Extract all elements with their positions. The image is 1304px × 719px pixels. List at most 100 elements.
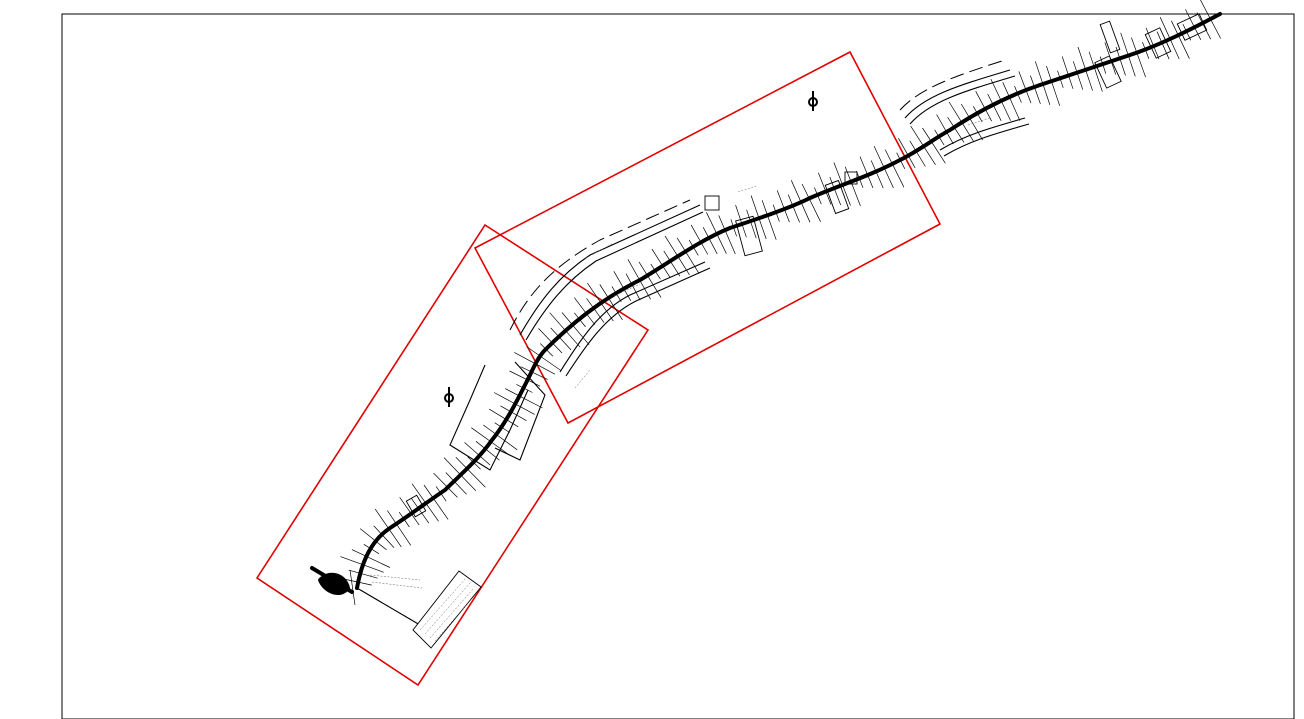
road-centerline [355, 12, 1222, 590]
station-tick [489, 408, 519, 428]
station-tick [373, 525, 395, 548]
station-tick [814, 187, 822, 205]
station-tick [1072, 61, 1084, 90]
station-tick [443, 457, 477, 492]
station-tick [776, 190, 790, 223]
station-tick [859, 156, 874, 189]
station-tick [613, 271, 632, 301]
structures [405, 13, 1208, 518]
station-tick [574, 297, 596, 325]
station-tick [909, 140, 926, 167]
dashed-edges [509, 59, 1006, 331]
station-tick [856, 170, 864, 188]
station-tick [493, 392, 535, 415]
station-tick [359, 528, 387, 551]
station-tick [690, 224, 709, 255]
station-tick [586, 298, 605, 323]
station-tick [844, 166, 861, 207]
station-tick [650, 263, 661, 280]
station-tick [423, 484, 449, 520]
station-tick [706, 212, 727, 254]
station-tick [730, 219, 737, 237]
station-tick [1002, 82, 1021, 121]
station-tick [587, 282, 614, 322]
station-tick [735, 204, 747, 238]
station-tick [651, 248, 671, 278]
station-tick [561, 312, 590, 345]
station-tick [611, 286, 622, 302]
station-tick [702, 227, 718, 255]
station-tick [549, 312, 581, 348]
sheet-border [61, 13, 1295, 719]
station-tick [398, 512, 410, 528]
station-tick [516, 384, 533, 393]
viewport-lower [255, 223, 650, 687]
station-tick [467, 456, 481, 470]
station-tick [761, 200, 777, 240]
station-tick [1156, 31, 1170, 60]
station-tick [772, 204, 780, 222]
station-tick [348, 569, 378, 579]
station-tick [455, 457, 486, 488]
station-tick [514, 352, 556, 375]
station-tick [787, 194, 800, 223]
station-tick [818, 172, 832, 205]
station-tick [948, 101, 974, 142]
station-tick [483, 424, 518, 451]
station-tick [494, 422, 510, 433]
station-tick [340, 556, 384, 573]
alignment-start-cluster [310, 566, 421, 626]
station-tick [990, 78, 1011, 121]
station-tick [1057, 70, 1064, 88]
annotations [369, 117, 991, 589]
station-tick [663, 250, 681, 277]
station-tick [829, 176, 842, 206]
title-block [412, 570, 482, 649]
station-tick [1120, 32, 1136, 77]
station-tick [475, 441, 500, 461]
station-tick [387, 510, 412, 546]
station-tick [464, 442, 491, 466]
station-tick [433, 472, 458, 498]
station-tick [972, 106, 983, 123]
station-tick [411, 483, 439, 522]
station-tick [922, 127, 946, 164]
station-tick [870, 160, 884, 189]
station-tick [718, 215, 736, 255]
station-tick [445, 472, 467, 495]
station-tick [363, 544, 380, 555]
station-tick [1034, 61, 1051, 106]
station-tick [873, 145, 894, 188]
station-tick [1185, 9, 1202, 40]
station-tick [987, 93, 1002, 121]
station-tick [1196, 12, 1212, 40]
station-tick [910, 125, 936, 165]
station-tick [896, 152, 906, 169]
station-tick [1171, 20, 1190, 59]
station-tick [688, 239, 699, 256]
station-tick [898, 138, 916, 168]
station-tick [801, 183, 821, 222]
station-tick [975, 91, 993, 122]
station-tick [599, 284, 623, 321]
station-tick [934, 129, 945, 146]
station-tick [1131, 37, 1146, 78]
station-tick [505, 388, 543, 409]
station-tick [574, 312, 586, 328]
station-tick [1142, 41, 1150, 59]
station-tick [833, 162, 851, 206]
station-tick [638, 261, 662, 298]
station-tick [351, 549, 391, 568]
station-tick [884, 149, 905, 188]
station-tick [627, 259, 651, 300]
station-tick [538, 328, 563, 354]
station-tick [790, 180, 811, 223]
station-tick [1088, 51, 1103, 92]
station-tick [520, 366, 548, 380]
station-tick [1061, 56, 1074, 89]
station-tick [750, 195, 767, 240]
station-tick [664, 235, 690, 276]
station-tick [539, 343, 554, 357]
station-tick [1046, 65, 1061, 106]
